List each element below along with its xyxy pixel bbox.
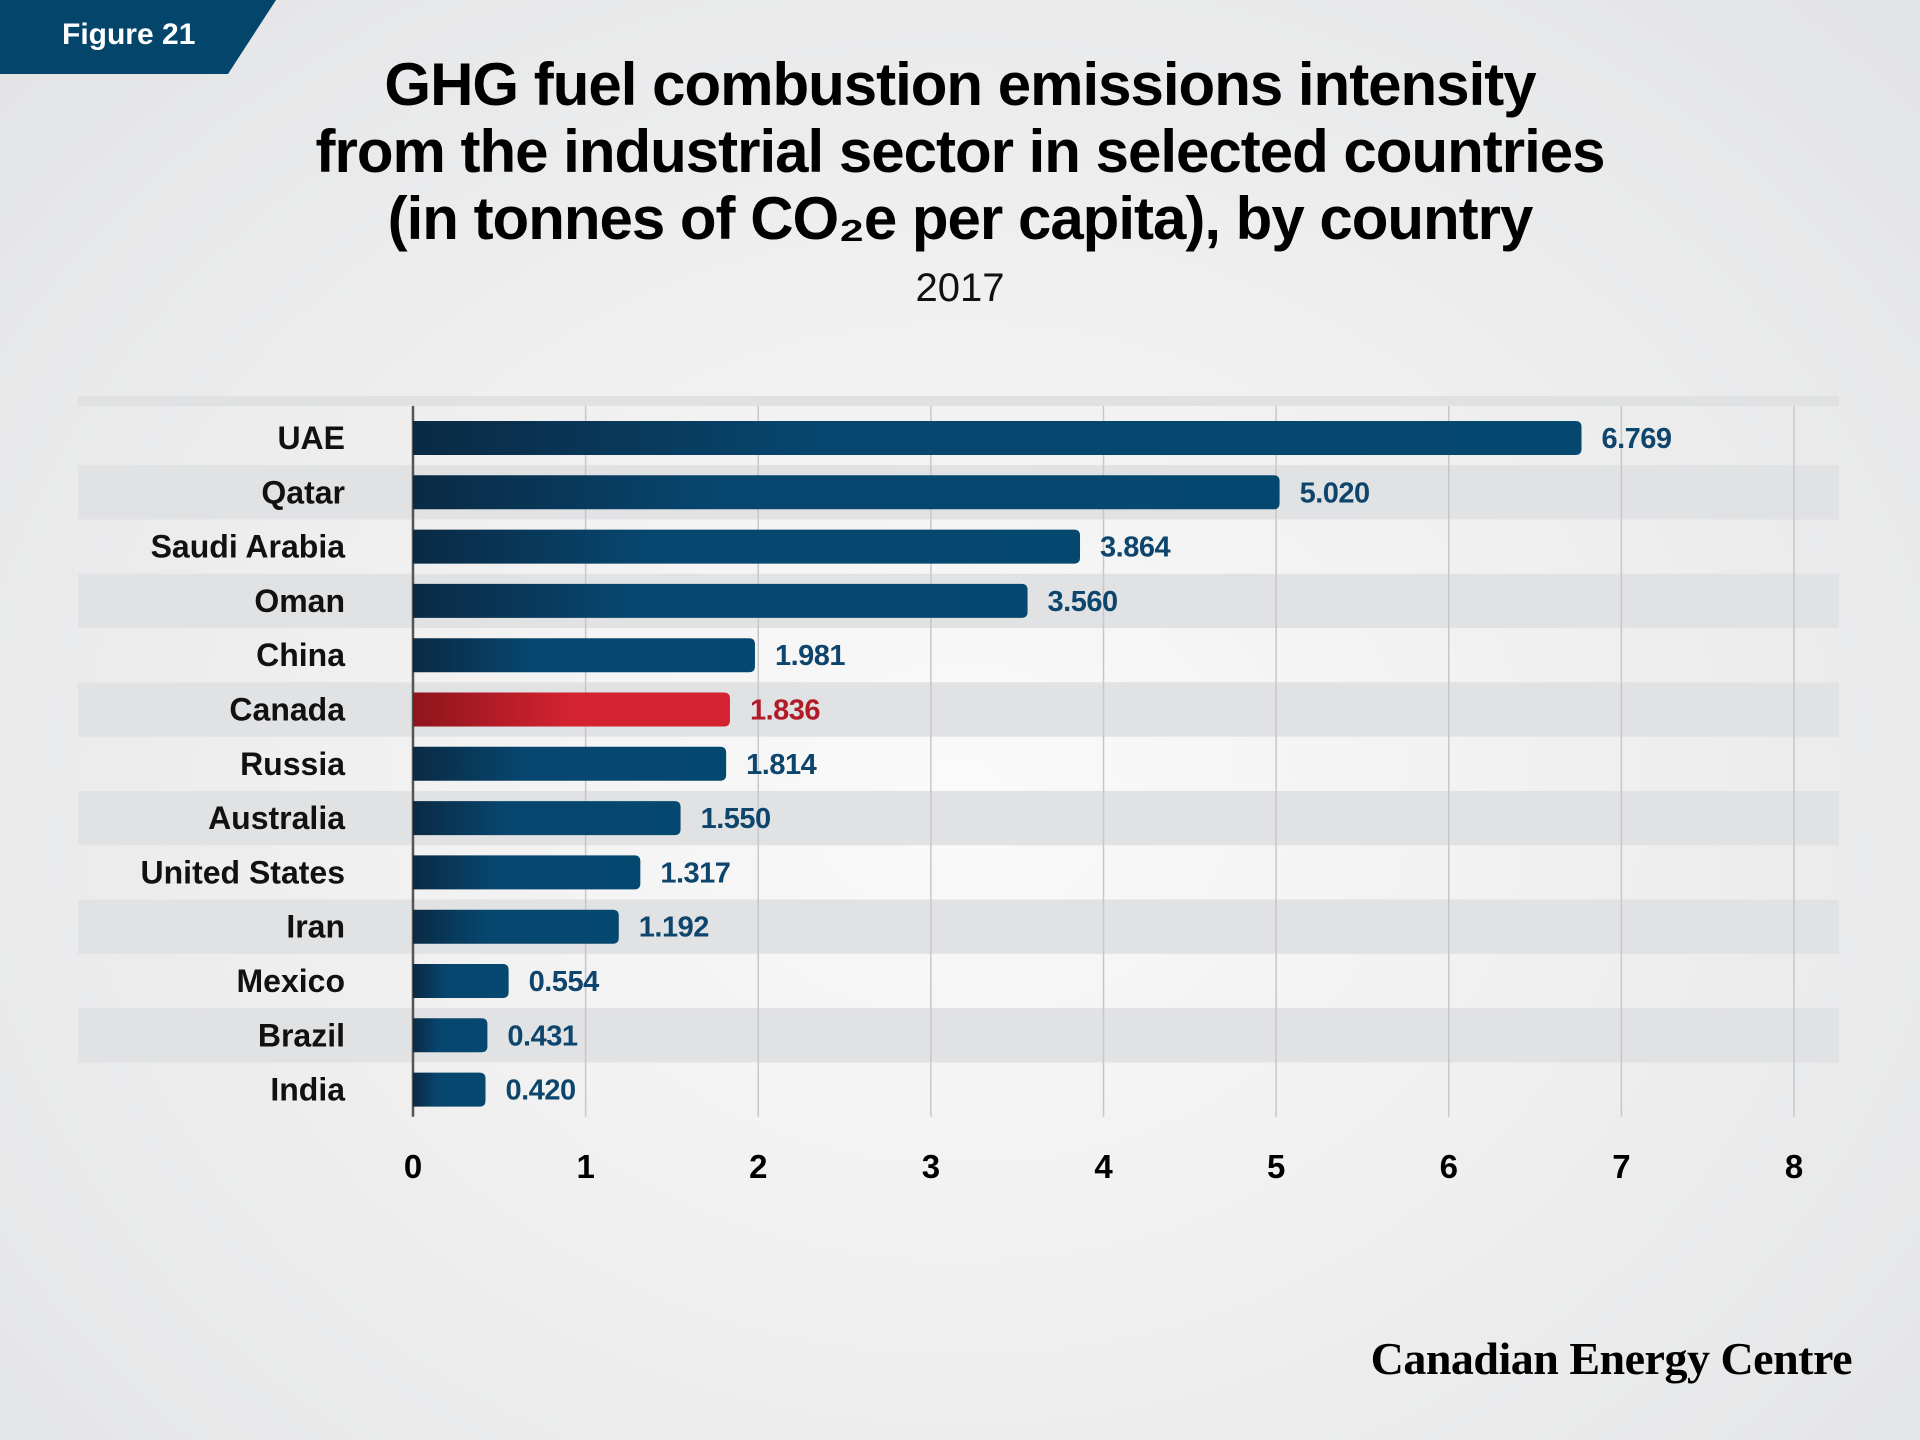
value-label: 1.192 <box>639 912 709 944</box>
value-label: 3.560 <box>1048 586 1118 618</box>
value-label: 1.981 <box>775 640 845 672</box>
value-label: 0.431 <box>507 1020 577 1052</box>
category-label: Oman <box>254 583 345 619</box>
bar-iran <box>413 909 619 944</box>
value-label: 6.769 <box>1601 423 1671 455</box>
value-label: 1.317 <box>660 857 730 889</box>
row-band <box>78 682 1839 737</box>
bar-qatar <box>413 475 1280 510</box>
category-label: Qatar <box>261 474 345 510</box>
bar-mexico <box>413 964 509 998</box>
figure-badge <box>0 0 276 74</box>
bar-brazil <box>413 1018 488 1053</box>
figure-number: Figure 21 <box>62 18 196 51</box>
x-tick-label: 8 <box>1785 1148 1803 1185</box>
bar-uae <box>413 421 1582 455</box>
bar-saudi-arabia <box>413 529 1081 564</box>
bar-russia <box>413 746 727 781</box>
chart-title-line-2: from the industrial sector in selected c… <box>315 118 1606 185</box>
row-band <box>78 899 1839 954</box>
category-label: China <box>256 637 345 673</box>
category-label: Brazil <box>258 1017 345 1053</box>
row-band <box>78 790 1839 846</box>
chart-title-line-1: GHG fuel combustion emissions intensity <box>384 51 1536 118</box>
header-band <box>78 396 1839 406</box>
canadian-energy-centre-logo: Canadian Energy Centre <box>1370 1333 1853 1384</box>
value-label: 5.020 <box>1300 477 1370 509</box>
value-label: 1.836 <box>750 695 820 727</box>
category-label: India <box>270 1072 345 1108</box>
x-tick-label: 2 <box>749 1148 767 1185</box>
x-tick-label: 6 <box>1440 1148 1458 1185</box>
value-label: 0.420 <box>506 1075 576 1107</box>
bar-australia <box>413 801 681 836</box>
x-tick-label: 1 <box>576 1148 594 1185</box>
x-tick-label: 3 <box>922 1148 940 1185</box>
category-label: Saudi Arabia <box>151 529 346 565</box>
x-tick-label: 4 <box>1094 1148 1113 1185</box>
category-label: Russia <box>240 746 345 782</box>
category-label: Canada <box>229 692 345 728</box>
x-tick-label: 0 <box>404 1148 422 1185</box>
bar-united-states <box>413 855 641 890</box>
x-tick-label: 5 <box>1267 1148 1285 1185</box>
category-label: United States <box>141 854 345 890</box>
value-label: 1.814 <box>746 749 816 781</box>
x-tick-label: 7 <box>1612 1148 1630 1185</box>
row-band <box>78 1008 1839 1063</box>
chart-subtitle: 2017 <box>915 266 1005 310</box>
value-label: 0.554 <box>529 966 599 998</box>
category-label: Australia <box>208 800 345 836</box>
category-label: Iran <box>286 909 345 945</box>
value-label: 3.864 <box>1100 532 1170 564</box>
chart-title-line-3: (in tonnes of CO₂e per capita), by count… <box>387 185 1534 252</box>
bar-oman <box>413 583 1028 618</box>
bar-canada <box>413 692 730 727</box>
category-label: Mexico <box>237 963 345 999</box>
value-label: 1.550 <box>701 803 771 835</box>
category-label: UAE <box>277 420 345 456</box>
bar-india <box>413 1072 486 1107</box>
bar-china <box>413 638 755 673</box>
